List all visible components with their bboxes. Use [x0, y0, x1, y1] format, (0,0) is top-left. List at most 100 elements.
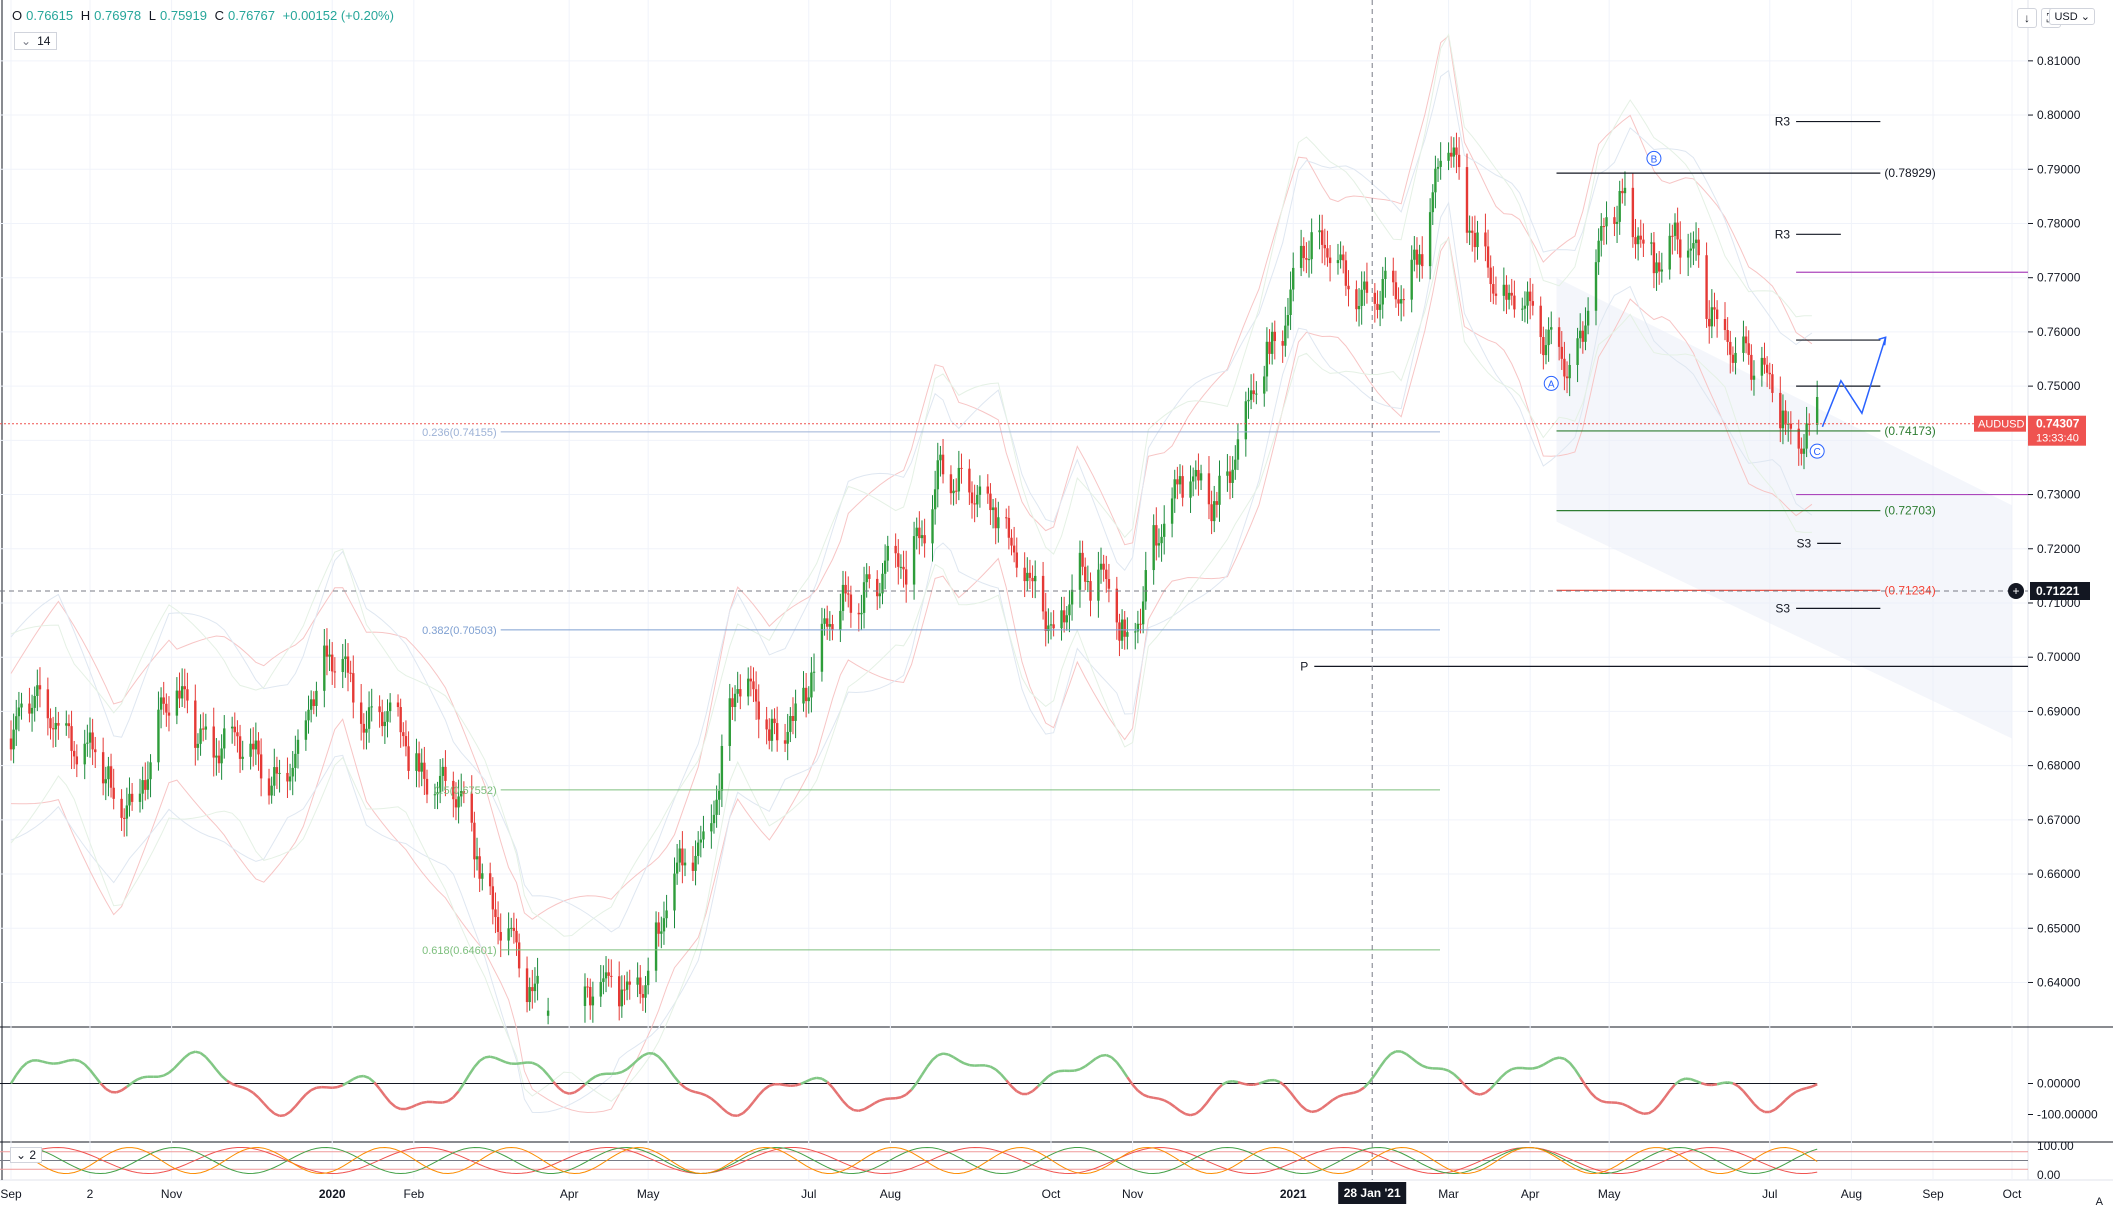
candle-body	[1502, 284, 1506, 296]
candle-body	[1252, 390, 1255, 395]
candle-body	[488, 873, 492, 887]
oscillator-badge[interactable]: ⌄ 2	[10, 1147, 43, 1163]
candle-body	[936, 460, 939, 490]
candle-body	[1320, 230, 1324, 245]
osc-segment	[1695, 1079, 1702, 1085]
osc-segment	[1200, 1102, 1208, 1111]
level-label: (0.78929)	[1884, 166, 1935, 180]
candle-body	[288, 776, 292, 782]
osc-segment	[915, 1074, 924, 1084]
osc-segment	[1079, 1065, 1086, 1071]
osc-segment	[468, 1066, 476, 1076]
osc-segment	[1421, 1064, 1428, 1069]
currency-select[interactable]: USD ⌄	[2049, 8, 2095, 25]
candle-body	[259, 754, 263, 779]
osc-segment	[1326, 1098, 1334, 1105]
osc-segment	[926, 1059, 934, 1068]
osc-segment	[578, 1083, 586, 1091]
candle-body	[841, 584, 845, 611]
candle-body	[1671, 235, 1674, 237]
osc-segment	[1553, 1056, 1560, 1061]
candle-body	[1484, 232, 1487, 247]
osc-segment	[368, 1077, 376, 1084]
candle-body	[420, 762, 423, 772]
candle-body	[204, 726, 208, 730]
change-value: +0.00152 (+0.20%)	[282, 8, 394, 23]
osc-segment	[42, 1060, 49, 1065]
candle-body	[1513, 295, 1516, 310]
candle-body	[1418, 254, 1421, 265]
candle-body	[1468, 230, 1471, 233]
candle-body	[978, 486, 982, 495]
candle-body	[1752, 375, 1756, 380]
candle-body	[1476, 232, 1479, 248]
candle-body	[646, 970, 650, 986]
candle-body	[1763, 357, 1766, 365]
candle-body	[94, 749, 97, 753]
candle-body	[883, 560, 887, 574]
osc-segment	[416, 1101, 423, 1107]
candle-body	[1244, 401, 1248, 440]
candle-body	[1197, 469, 1200, 481]
osc-segment	[199, 1051, 207, 1059]
osc-segment	[763, 1084, 770, 1091]
candle-body	[1726, 330, 1729, 342]
candle-body	[1355, 289, 1358, 310]
osc-segment	[204, 1056, 213, 1064]
candle-body	[1234, 459, 1237, 470]
candle-body	[1465, 167, 1469, 233]
band-lower-line	[10, 201, 1813, 1114]
x-tick-label: Sep	[1922, 1187, 1944, 1201]
osc-segment	[905, 1088, 913, 1096]
y-tick-label: 0.67000	[2037, 813, 2081, 827]
osc-tick-label: 0.00000	[2037, 1077, 2081, 1091]
x-tick-label: 2	[87, 1187, 94, 1201]
osc-segment	[768, 1083, 775, 1088]
osc-segment	[1289, 1091, 1297, 1101]
candle-body	[733, 693, 737, 708]
osc-segment	[1795, 1088, 1802, 1093]
candle-body	[1410, 259, 1413, 300]
candle-body	[1747, 343, 1750, 355]
candle-body	[75, 756, 79, 765]
osc-segment	[1074, 1067, 1081, 1072]
candle-body	[828, 624, 832, 627]
wave-marker	[1646, 150, 1662, 166]
osc-segment	[1727, 1081, 1734, 1085]
candle-body	[252, 743, 255, 750]
candle-body	[494, 909, 497, 918]
candle-body	[202, 728, 205, 730]
candle-body	[286, 772, 289, 782]
candle-body	[878, 593, 882, 597]
candle-body	[1765, 364, 1769, 373]
osc-segment	[1390, 1050, 1397, 1056]
interval-badge[interactable]: ⌄ 14	[14, 32, 58, 50]
candle-body	[533, 983, 537, 992]
candle-body	[1041, 575, 1045, 612]
osc-segment	[168, 1067, 176, 1074]
osc-segment	[1227, 1079, 1233, 1084]
candle-body	[1521, 308, 1524, 310]
candle-body	[1492, 284, 1495, 294]
auto-scale-button[interactable]: A	[2096, 1196, 2103, 1208]
candle-body	[1636, 235, 1640, 245]
download-button[interactable]: ↓	[2017, 8, 2037, 28]
osc-segment	[115, 1089, 123, 1094]
candle-body	[1163, 523, 1166, 537]
candle-body	[1689, 248, 1692, 251]
candle-body	[1471, 230, 1474, 233]
osc-segment	[1558, 1056, 1565, 1060]
candle-body	[639, 977, 642, 995]
candle-body	[57, 722, 60, 726]
osc-segment	[1790, 1090, 1797, 1097]
osc-segment	[1484, 1087, 1492, 1094]
osc-segment	[442, 1099, 449, 1104]
wave-marker	[1809, 443, 1825, 459]
osc-segment	[9, 1074, 18, 1085]
osc-segment	[337, 1084, 344, 1089]
osc-segment	[1626, 1105, 1634, 1111]
osc-segment	[1774, 1104, 1782, 1111]
osc-segment	[552, 1080, 560, 1089]
candle-body	[1781, 410, 1785, 429]
